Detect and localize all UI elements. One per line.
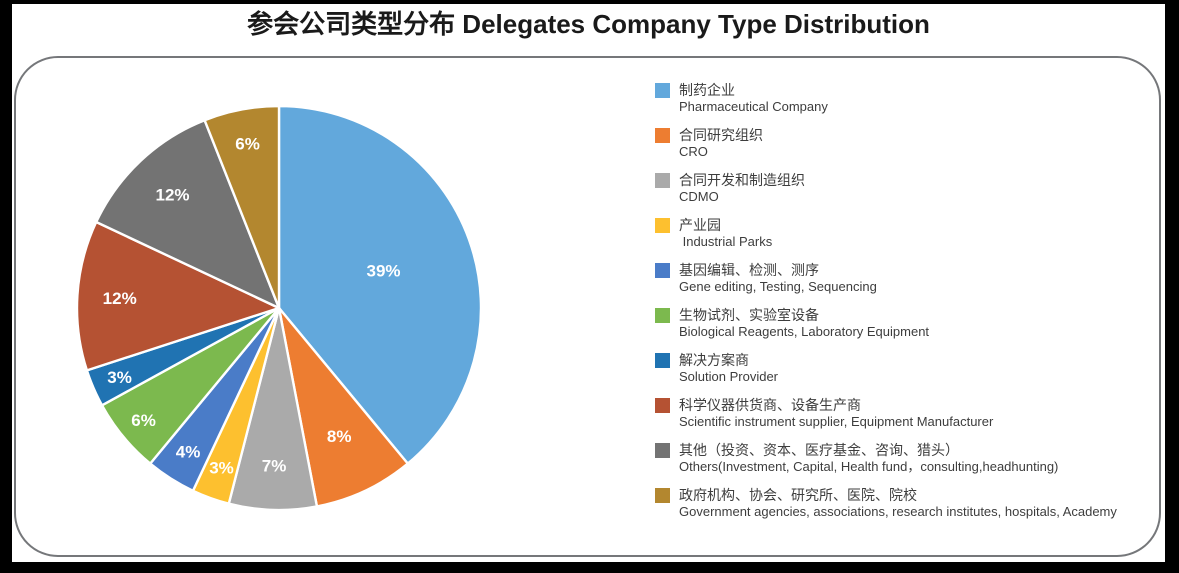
legend-swatch: [655, 128, 670, 143]
legend-label-en: Biological Reagents, Laboratory Equipmen…: [679, 324, 930, 339]
legend-text: 政府机构、协会、研究所、医院、院校 Government agencies, a…: [679, 487, 1117, 520]
pie-slice-label-7: 3%: [107, 368, 132, 387]
pie-chart: 39% 8% 7% 3% 4% 6% 3% 12% 12% 6%: [75, 104, 483, 512]
legend-swatch: [655, 263, 670, 278]
pie-slice-label-8: 12%: [103, 289, 137, 308]
legend-text: 科学仪器供货商、设备生产商 Scientific instrument supp…: [679, 397, 993, 430]
legend-text: 基因编辑、检测、测序 Gene editing, Testing, Sequen…: [679, 262, 877, 295]
pie-slice-label-3: 7%: [262, 457, 287, 476]
legend-item: 合同研究组织 CRO: [655, 127, 1160, 172]
legend-item: 产业园 Industrial Parks: [655, 217, 1160, 262]
legend-item: 解决方案商 Solution Provider: [655, 352, 1160, 397]
report-page: 参会公司类型分布 Delegates Company Type Distribu…: [12, 4, 1165, 562]
legend-label-zh: 制药企业: [679, 82, 735, 98]
legend-swatch: [655, 488, 670, 503]
legend-label-zh: 合同开发和制造组织: [679, 172, 805, 188]
pie-slice-2: [277, 306, 409, 508]
legend-label-zh: 生物试剂、实验室设备: [679, 307, 819, 323]
legend-item: 制药企业 Pharmaceutical Company: [655, 82, 1160, 127]
legend-label-en: Government agencies, associations, resea…: [679, 504, 1117, 519]
pie-slice-1: [277, 104, 483, 465]
pie-slice-8: [75, 220, 281, 372]
legend-label-en: Industrial Parks: [679, 234, 773, 249]
legend-label-en: Solution Provider: [679, 369, 778, 384]
pie-slice-10: [203, 104, 281, 310]
legend-label-en: Gene editing, Testing, Sequencing: [679, 279, 877, 294]
legend-swatch: [655, 443, 670, 458]
legend-text: 产业园 Industrial Parks: [679, 217, 772, 250]
legend-swatch: [655, 353, 670, 368]
legend-text: 生物试剂、实验室设备 Biological Reagents, Laborato…: [679, 307, 929, 340]
legend: 制药企业 Pharmaceutical Company 合同研究组织 CRO 合…: [655, 82, 1160, 532]
legend-item: 基因编辑、检测、测序 Gene editing, Testing, Sequen…: [655, 262, 1160, 307]
legend-text: 制药企业 Pharmaceutical Company: [679, 82, 828, 115]
legend-label-zh: 合同研究组织: [679, 127, 763, 143]
legend-label-zh: 科学仪器供货商、设备生产商: [679, 397, 861, 413]
legend-swatch: [655, 83, 670, 98]
legend-label-zh: 解决方案商: [679, 352, 749, 368]
legend-item: 科学仪器供货商、设备生产商 Scientific instrument supp…: [655, 397, 1160, 442]
legend-label-zh: 政府机构、协会、研究所、医院、院校: [679, 487, 917, 503]
legend-label-en: Others(Investment, Capital, Health fund，…: [679, 459, 1059, 474]
legend-label-en: CRO: [679, 144, 708, 159]
pie-slice-label-9: 12%: [155, 186, 189, 205]
legend-label-zh: 产业园: [679, 217, 721, 233]
legend-item: 其他（投资、资本、医疗基金、咨询、猎头） Others(Investment, …: [655, 442, 1160, 487]
legend-label-en: CDMO: [679, 189, 719, 204]
legend-swatch: [655, 398, 670, 413]
pie-slice-9: [95, 119, 281, 310]
legend-text: 合同研究组织 CRO: [679, 127, 763, 160]
legend-label-en: Pharmaceutical Company: [679, 99, 828, 114]
legend-label-zh: 基因编辑、检测、测序: [679, 262, 819, 278]
pie-slice-label-10: 6%: [235, 134, 260, 153]
legend-item: 合同开发和制造组织 CDMO: [655, 172, 1160, 217]
legend-item: 政府机构、协会、研究所、医院、院校 Government agencies, a…: [655, 487, 1160, 532]
pie-slice-label-1: 39%: [366, 261, 400, 280]
legend-label-en: Scientific instrument supplier, Equipmen…: [679, 414, 994, 429]
pie-slice-label-2: 8%: [327, 427, 352, 446]
legend-swatch: [655, 308, 670, 323]
legend-label-zh: 其他（投资、资本、医疗基金、咨询、猎头）: [679, 442, 959, 458]
legend-text: 其他（投资、资本、医疗基金、咨询、猎头） Others(Investment, …: [679, 442, 1058, 475]
legend-swatch: [655, 173, 670, 188]
legend-swatch: [655, 218, 670, 233]
pie-slice-label-6: 6%: [131, 411, 156, 430]
legend-item: 生物试剂、实验室设备 Biological Reagents, Laborato…: [655, 307, 1160, 352]
pie-slice-label-5: 4%: [176, 442, 201, 461]
pie-slice-label-4: 3%: [209, 459, 234, 478]
page-title: 参会公司类型分布 Delegates Company Type Distribu…: [247, 9, 930, 39]
legend-text: 解决方案商 Solution Provider: [679, 352, 778, 385]
legend-text: 合同开发和制造组织 CDMO: [679, 172, 805, 205]
